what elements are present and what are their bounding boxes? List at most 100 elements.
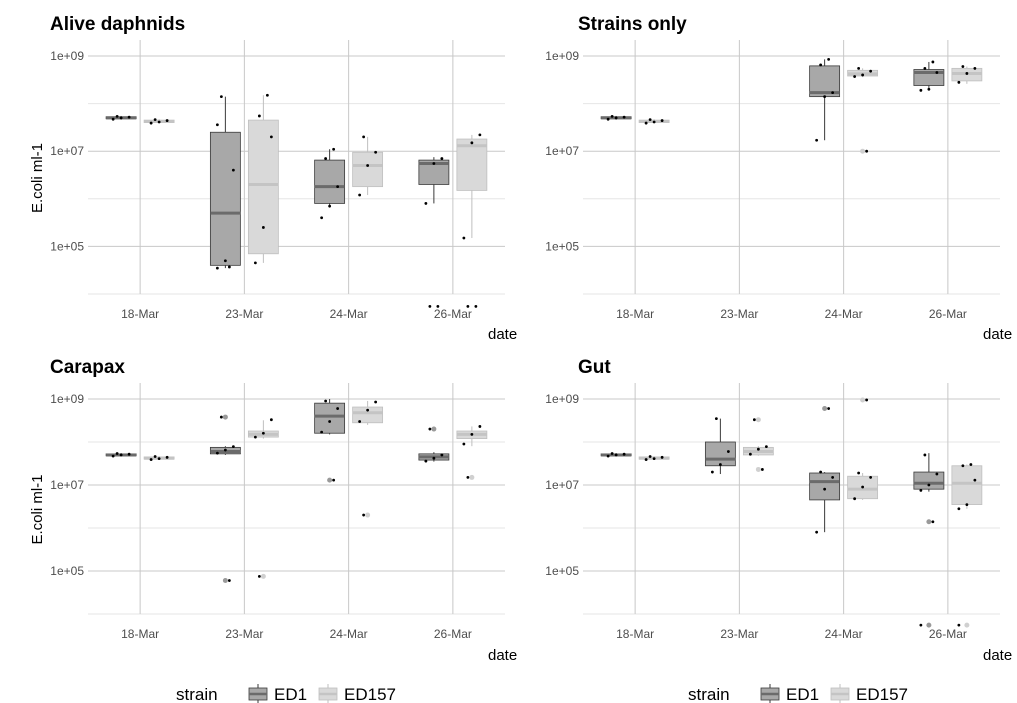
data-point	[474, 304, 478, 308]
data-point	[614, 453, 618, 457]
y-tick-label: 1e+05	[545, 239, 579, 253]
data-point	[957, 623, 961, 627]
data-point	[752, 418, 756, 422]
box-body	[951, 465, 983, 506]
data-point	[440, 157, 444, 160]
data-point	[644, 458, 648, 461]
panel-2: 1e+05 1e+07 1e+09 18-Mar 23-Mar 24-Mar 26-Mar S…	[545, 14, 1012, 343]
panel-title: Strains only	[578, 14, 687, 35]
data-point	[931, 60, 935, 64]
data-point	[923, 453, 927, 457]
data-point	[648, 118, 652, 122]
y-axis-label: E.coli ml-1	[29, 143, 46, 213]
y-tick-label: 1e+07	[50, 144, 84, 158]
data-point	[253, 261, 257, 265]
data-point	[819, 470, 823, 474]
box-ED157-18-Mar	[638, 455, 670, 461]
data-point	[869, 476, 873, 479]
box-ED157-26-Mar	[456, 425, 488, 480]
data-point	[261, 431, 265, 435]
legend-title: strain	[688, 685, 730, 703]
data-point	[927, 87, 931, 91]
data-point	[815, 138, 819, 142]
data-point	[269, 418, 273, 422]
data-point	[165, 119, 169, 122]
box-ED157-24-Mar	[847, 397, 879, 501]
data-point	[328, 420, 332, 423]
data-point	[227, 265, 231, 269]
data-point	[153, 455, 157, 458]
outlier-point	[964, 622, 970, 628]
data-point	[919, 488, 923, 492]
data-point	[973, 478, 977, 482]
data-point	[606, 117, 610, 121]
box-body	[209, 131, 241, 266]
box-ED1-18-Mar	[600, 114, 632, 121]
data-point	[157, 457, 161, 461]
panel-title: Carapax	[50, 357, 125, 378]
data-point	[927, 483, 931, 487]
box-body	[809, 472, 841, 501]
box-body	[913, 471, 945, 490]
box-ED157-26-Mar	[951, 463, 983, 628]
y-tick-label: 1e+05	[545, 564, 579, 578]
data-point	[965, 72, 969, 75]
legend-key-ED1	[760, 684, 780, 703]
box-ED157-24-Mar	[352, 135, 384, 197]
box-ED157-23-Mar	[247, 93, 279, 265]
data-point	[115, 114, 119, 118]
box-ED157-18-Mar	[638, 118, 670, 125]
data-point	[869, 69, 873, 73]
data-point	[644, 121, 648, 125]
data-point	[923, 66, 927, 70]
data-point	[957, 80, 961, 84]
box-ED1-24-Mar	[809, 57, 841, 142]
data-point	[760, 468, 764, 471]
data-point	[215, 123, 219, 127]
data-point	[111, 454, 115, 458]
data-point	[374, 150, 378, 154]
data-point	[614, 116, 618, 120]
box-ED1-18-Mar	[105, 114, 137, 121]
data-point	[424, 202, 428, 205]
data-point	[362, 135, 366, 139]
box-ED157-23-Mar	[247, 418, 279, 579]
data-point	[823, 487, 827, 491]
panel-1: 1e+05 1e+07 1e+09 18-Mar 23-Mar 24-Mar 26-Mar A…	[29, 14, 517, 343]
panel-3: 1e+05 1e+07 1e+09 18-Mar 23-Mar 24-Mar 26-Mar C…	[29, 357, 517, 664]
data-point	[823, 95, 827, 99]
legend-title: strain	[176, 685, 218, 703]
x-tick-label: 18-Mar	[616, 627, 654, 641]
data-point	[257, 574, 261, 578]
legend-2: strain ED1 ED157	[688, 684, 908, 703]
box-ED157-26-Mar	[456, 133, 488, 308]
data-point	[215, 451, 219, 455]
data-point	[153, 118, 157, 122]
x-axis-label: date	[488, 647, 517, 664]
y-tick-label: 1e+09	[50, 49, 84, 63]
data-point	[366, 164, 370, 167]
y-tick-label: 1e+07	[50, 478, 84, 492]
data-point	[366, 408, 370, 412]
x-axis-label: date	[983, 326, 1012, 343]
data-point	[827, 57, 831, 61]
panel-title: Gut	[578, 357, 611, 378]
data-point	[119, 453, 123, 457]
data-point	[961, 464, 965, 468]
box-body	[704, 441, 736, 467]
x-axis-label: date	[983, 647, 1012, 664]
data-point	[165, 455, 169, 459]
x-tick-label: 26-Mar	[434, 627, 472, 641]
data-point	[127, 115, 131, 119]
box-ED157-18-Mar	[143, 118, 175, 125]
box-ED157-26-Mar	[951, 65, 983, 84]
outlier-point	[222, 578, 228, 584]
data-point	[219, 415, 223, 419]
box-ED1-23-Mar	[704, 417, 736, 475]
data-point	[119, 116, 123, 120]
data-point	[219, 95, 223, 99]
y-tick-label: 1e+07	[545, 478, 579, 492]
data-point	[227, 579, 231, 582]
x-tick-label: 23-Mar	[720, 307, 758, 321]
